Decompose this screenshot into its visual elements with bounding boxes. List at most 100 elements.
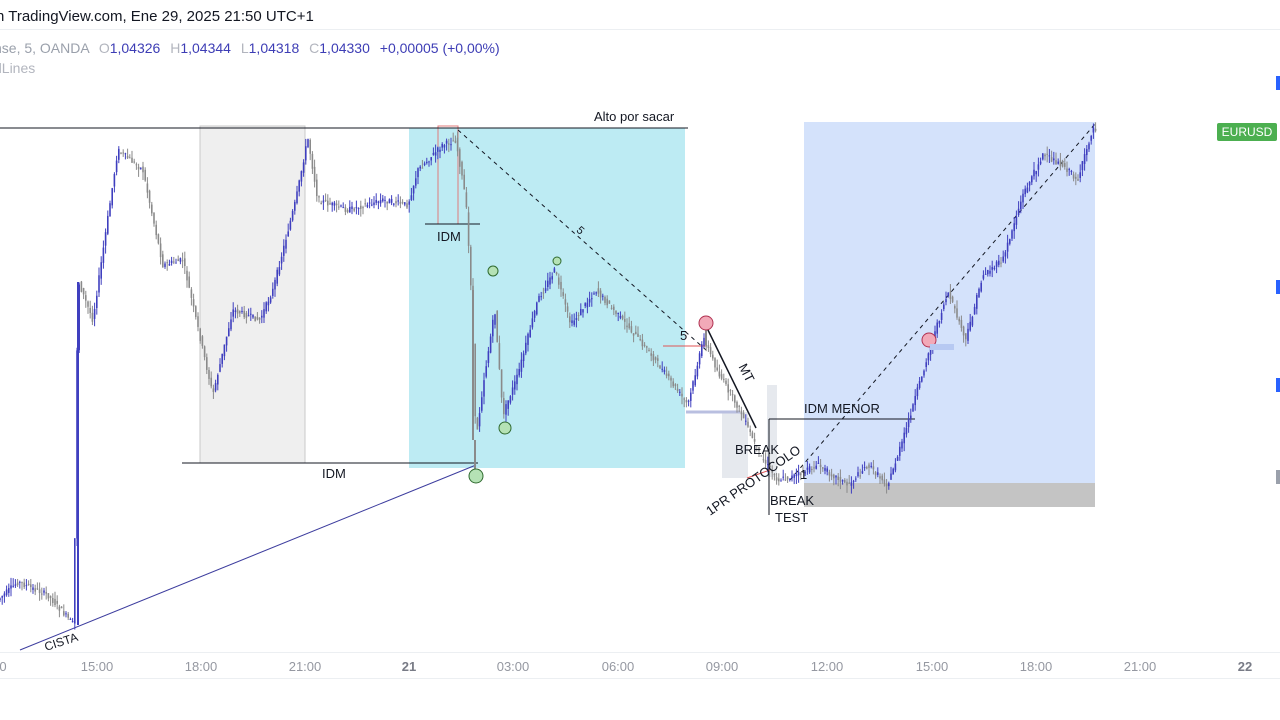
candle-body (606, 298, 608, 306)
edge-marker (1276, 280, 1280, 294)
candle-body (1035, 171, 1037, 175)
candle-body (727, 384, 729, 393)
candle-body (885, 483, 888, 487)
candle-body (45, 591, 47, 594)
trendline-bottom[interactable] (19, 464, 477, 651)
stop-loss-zone[interactable] (804, 483, 1095, 507)
candle-body (34, 588, 36, 592)
candle-body (852, 480, 855, 482)
candle-body (1070, 170, 1073, 172)
candle-body (738, 405, 740, 407)
pivot-marker-pink-2[interactable] (921, 332, 937, 348)
one-label: 1 (800, 467, 808, 482)
candle-body (313, 166, 316, 182)
candle-body (412, 185, 415, 194)
candle-body (841, 480, 844, 482)
candle-body (351, 206, 353, 210)
candle-body (474, 343, 476, 417)
candle-body (881, 475, 883, 481)
candle-body (1048, 155, 1051, 157)
candle-body (1031, 176, 1033, 183)
candle-body (874, 472, 877, 476)
candle-body (188, 276, 190, 288)
candle-body (540, 296, 542, 298)
candle-body (936, 322, 938, 334)
candle-body (210, 377, 212, 387)
candle-body (452, 140, 454, 142)
blue-long-zone[interactable] (804, 122, 1095, 483)
candle-body (503, 398, 505, 415)
candle-body (610, 307, 613, 309)
candle-body (894, 463, 897, 471)
candle-body (588, 299, 591, 303)
candle-body (619, 315, 622, 318)
candle-body (668, 373, 670, 377)
pivot-marker-green-1[interactable] (487, 265, 499, 277)
low-value: 1,04318 (248, 40, 300, 56)
candle-body (199, 328, 201, 341)
candle-body (254, 316, 256, 322)
candle-body (283, 245, 285, 256)
candle-body (954, 306, 956, 309)
cyan-range-zone[interactable] (409, 128, 685, 468)
pivot-marker-low[interactable] (468, 468, 484, 484)
candle-body (25, 585, 28, 587)
candle-body (60, 606, 63, 609)
gray-range-zone[interactable] (199, 125, 306, 464)
ohlc-legend[interactable]: nse, 5, OANDA O1,04326 H1,04344 L1,04318… (0, 40, 500, 56)
pivot-marker-green-3[interactable] (552, 256, 562, 266)
candle-body (938, 320, 941, 324)
symbol-price-badge[interactable]: EURUSD (1217, 123, 1277, 141)
candle-body (918, 381, 921, 388)
candle-body (553, 268, 556, 273)
candle-body (30, 584, 32, 588)
candle-body (239, 311, 241, 314)
dashed-trend-up[interactable] (789, 123, 1096, 481)
candle-body (1039, 161, 1042, 164)
candle-body (294, 201, 296, 211)
candle-body (868, 464, 870, 468)
candle-body (712, 354, 714, 359)
candle-body (49, 596, 52, 598)
candle-body (1044, 154, 1046, 157)
candle-body (12, 585, 14, 587)
candle-body (753, 439, 756, 442)
test-label: TEST (775, 510, 809, 525)
candle-body (1037, 164, 1040, 170)
candles-layer (0, 122, 1097, 630)
symbol-label[interactable]: nse, 5, OANDA (0, 40, 89, 56)
candle-body (1068, 169, 1070, 171)
candle-body (745, 420, 747, 422)
candle-body (401, 202, 404, 204)
candle-body (327, 200, 329, 206)
candle-body (782, 476, 784, 478)
candle-body (967, 328, 969, 341)
candle-body (509, 396, 512, 403)
candle-body (685, 400, 688, 403)
candle-body (353, 208, 355, 211)
time-axis[interactable]: 0 15:00 18:00 21:00 21 03:00 06:00 09:00… (0, 652, 1280, 678)
candle-body (379, 200, 382, 204)
candle-body (276, 269, 278, 284)
candle-body (258, 317, 261, 320)
cista-label: CISTA (43, 630, 80, 654)
candle-body (78, 284, 80, 351)
mt-label: MT (736, 361, 758, 385)
candle-body (214, 383, 217, 391)
candle-body (687, 400, 690, 402)
mt-line[interactable] (705, 325, 757, 429)
candle-body (80, 281, 83, 292)
candle-body (417, 168, 419, 178)
candle-body (1094, 128, 1097, 131)
candle-body (960, 319, 963, 328)
candle-body (635, 331, 637, 335)
pivot-marker-pink-1[interactable] (698, 315, 714, 331)
candle-body (549, 277, 551, 285)
candle-body (221, 353, 223, 364)
candle-body (118, 148, 120, 160)
candle-body (1020, 201, 1022, 210)
pivot-marker-green-2[interactable] (498, 421, 512, 435)
candle-body (560, 281, 562, 290)
indicator-legend[interactable]: dLines (0, 60, 36, 76)
